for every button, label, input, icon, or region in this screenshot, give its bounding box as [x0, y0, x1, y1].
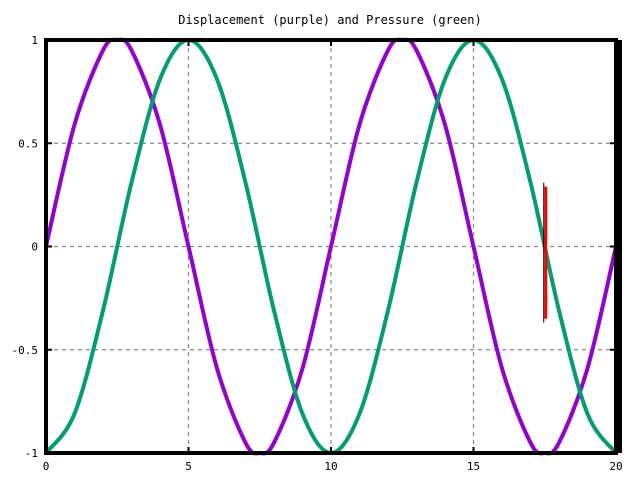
y-tick-label: 0.5 — [18, 137, 38, 150]
series-line-purple — [44, 37, 618, 456]
y-tick-label: -0.5 — [12, 344, 39, 357]
y-tick-label: 1 — [31, 34, 38, 47]
x-tick-label: 0 — [43, 460, 50, 473]
annotation-marker — [543, 182, 548, 323]
x-tick-label: 10 — [324, 460, 337, 473]
x-tick-label: 5 — [185, 460, 192, 473]
y-tick-label: -1 — [25, 447, 38, 460]
chart-title: Displacement (purple) and Pressure (gree… — [178, 13, 481, 27]
y-axis-ticks: 1 0.5 0 -0.5 -1 — [12, 34, 616, 460]
x-tick-label: 15 — [467, 460, 480, 473]
y-tick-label: 0 — [31, 241, 38, 254]
x-tick-label: 20 — [609, 460, 622, 473]
